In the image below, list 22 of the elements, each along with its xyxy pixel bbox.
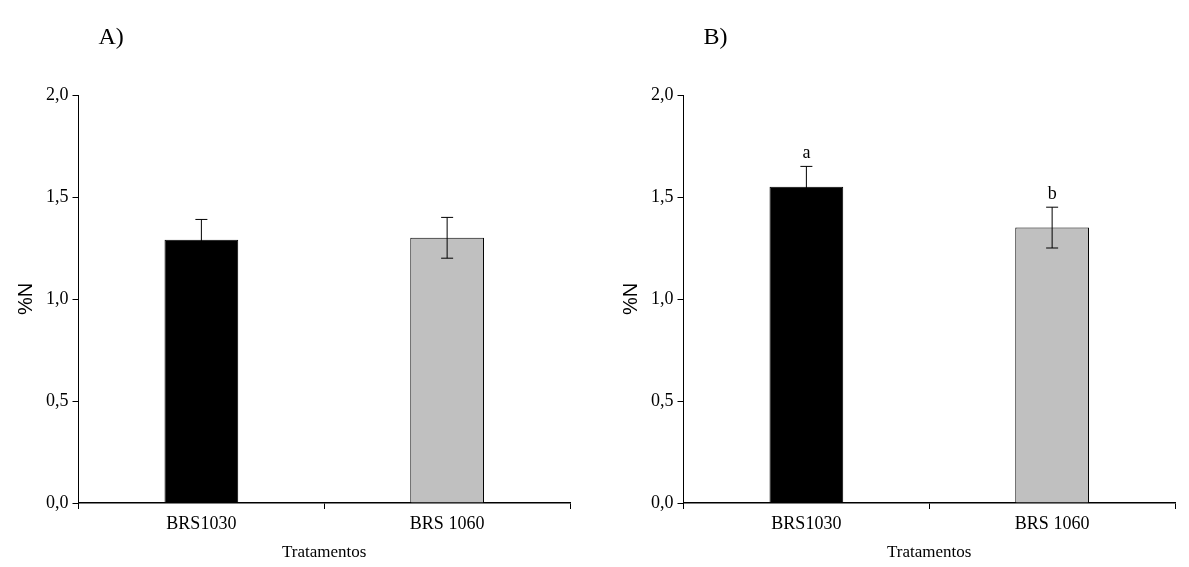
y-tick-label: 1,0	[651, 287, 674, 308]
x-tick-label: BRS1030	[166, 512, 237, 533]
y-tick-label: 0,5	[651, 389, 674, 410]
y-tick-label: 1,5	[46, 185, 69, 206]
x-tick-label: BRS1030	[771, 512, 842, 533]
y-axis-title: %N	[618, 282, 641, 316]
y-tick-label: 0,5	[46, 389, 69, 410]
annotation: b	[1047, 182, 1057, 203]
y-tick-label: 0,0	[651, 491, 674, 512]
x-axis-title: Tratamentos	[282, 542, 367, 562]
y-axis-title: %N	[13, 282, 36, 316]
y-tick-label: 2,0	[651, 83, 674, 104]
y-tick-label: 1,5	[651, 185, 674, 206]
chart-title: B)	[703, 23, 728, 50]
x-axis-title: Tratamentos	[887, 542, 972, 562]
annotation: a	[802, 142, 811, 163]
y-tick-label: 2,0	[46, 83, 69, 104]
chart-title: A)	[98, 23, 124, 50]
x-tick-label: BRS 1060	[409, 512, 485, 533]
x-tick-label: BRS 1060	[1014, 512, 1090, 533]
y-tick-label: 0,0	[46, 491, 69, 512]
y-tick-label: 1,0	[46, 287, 69, 308]
